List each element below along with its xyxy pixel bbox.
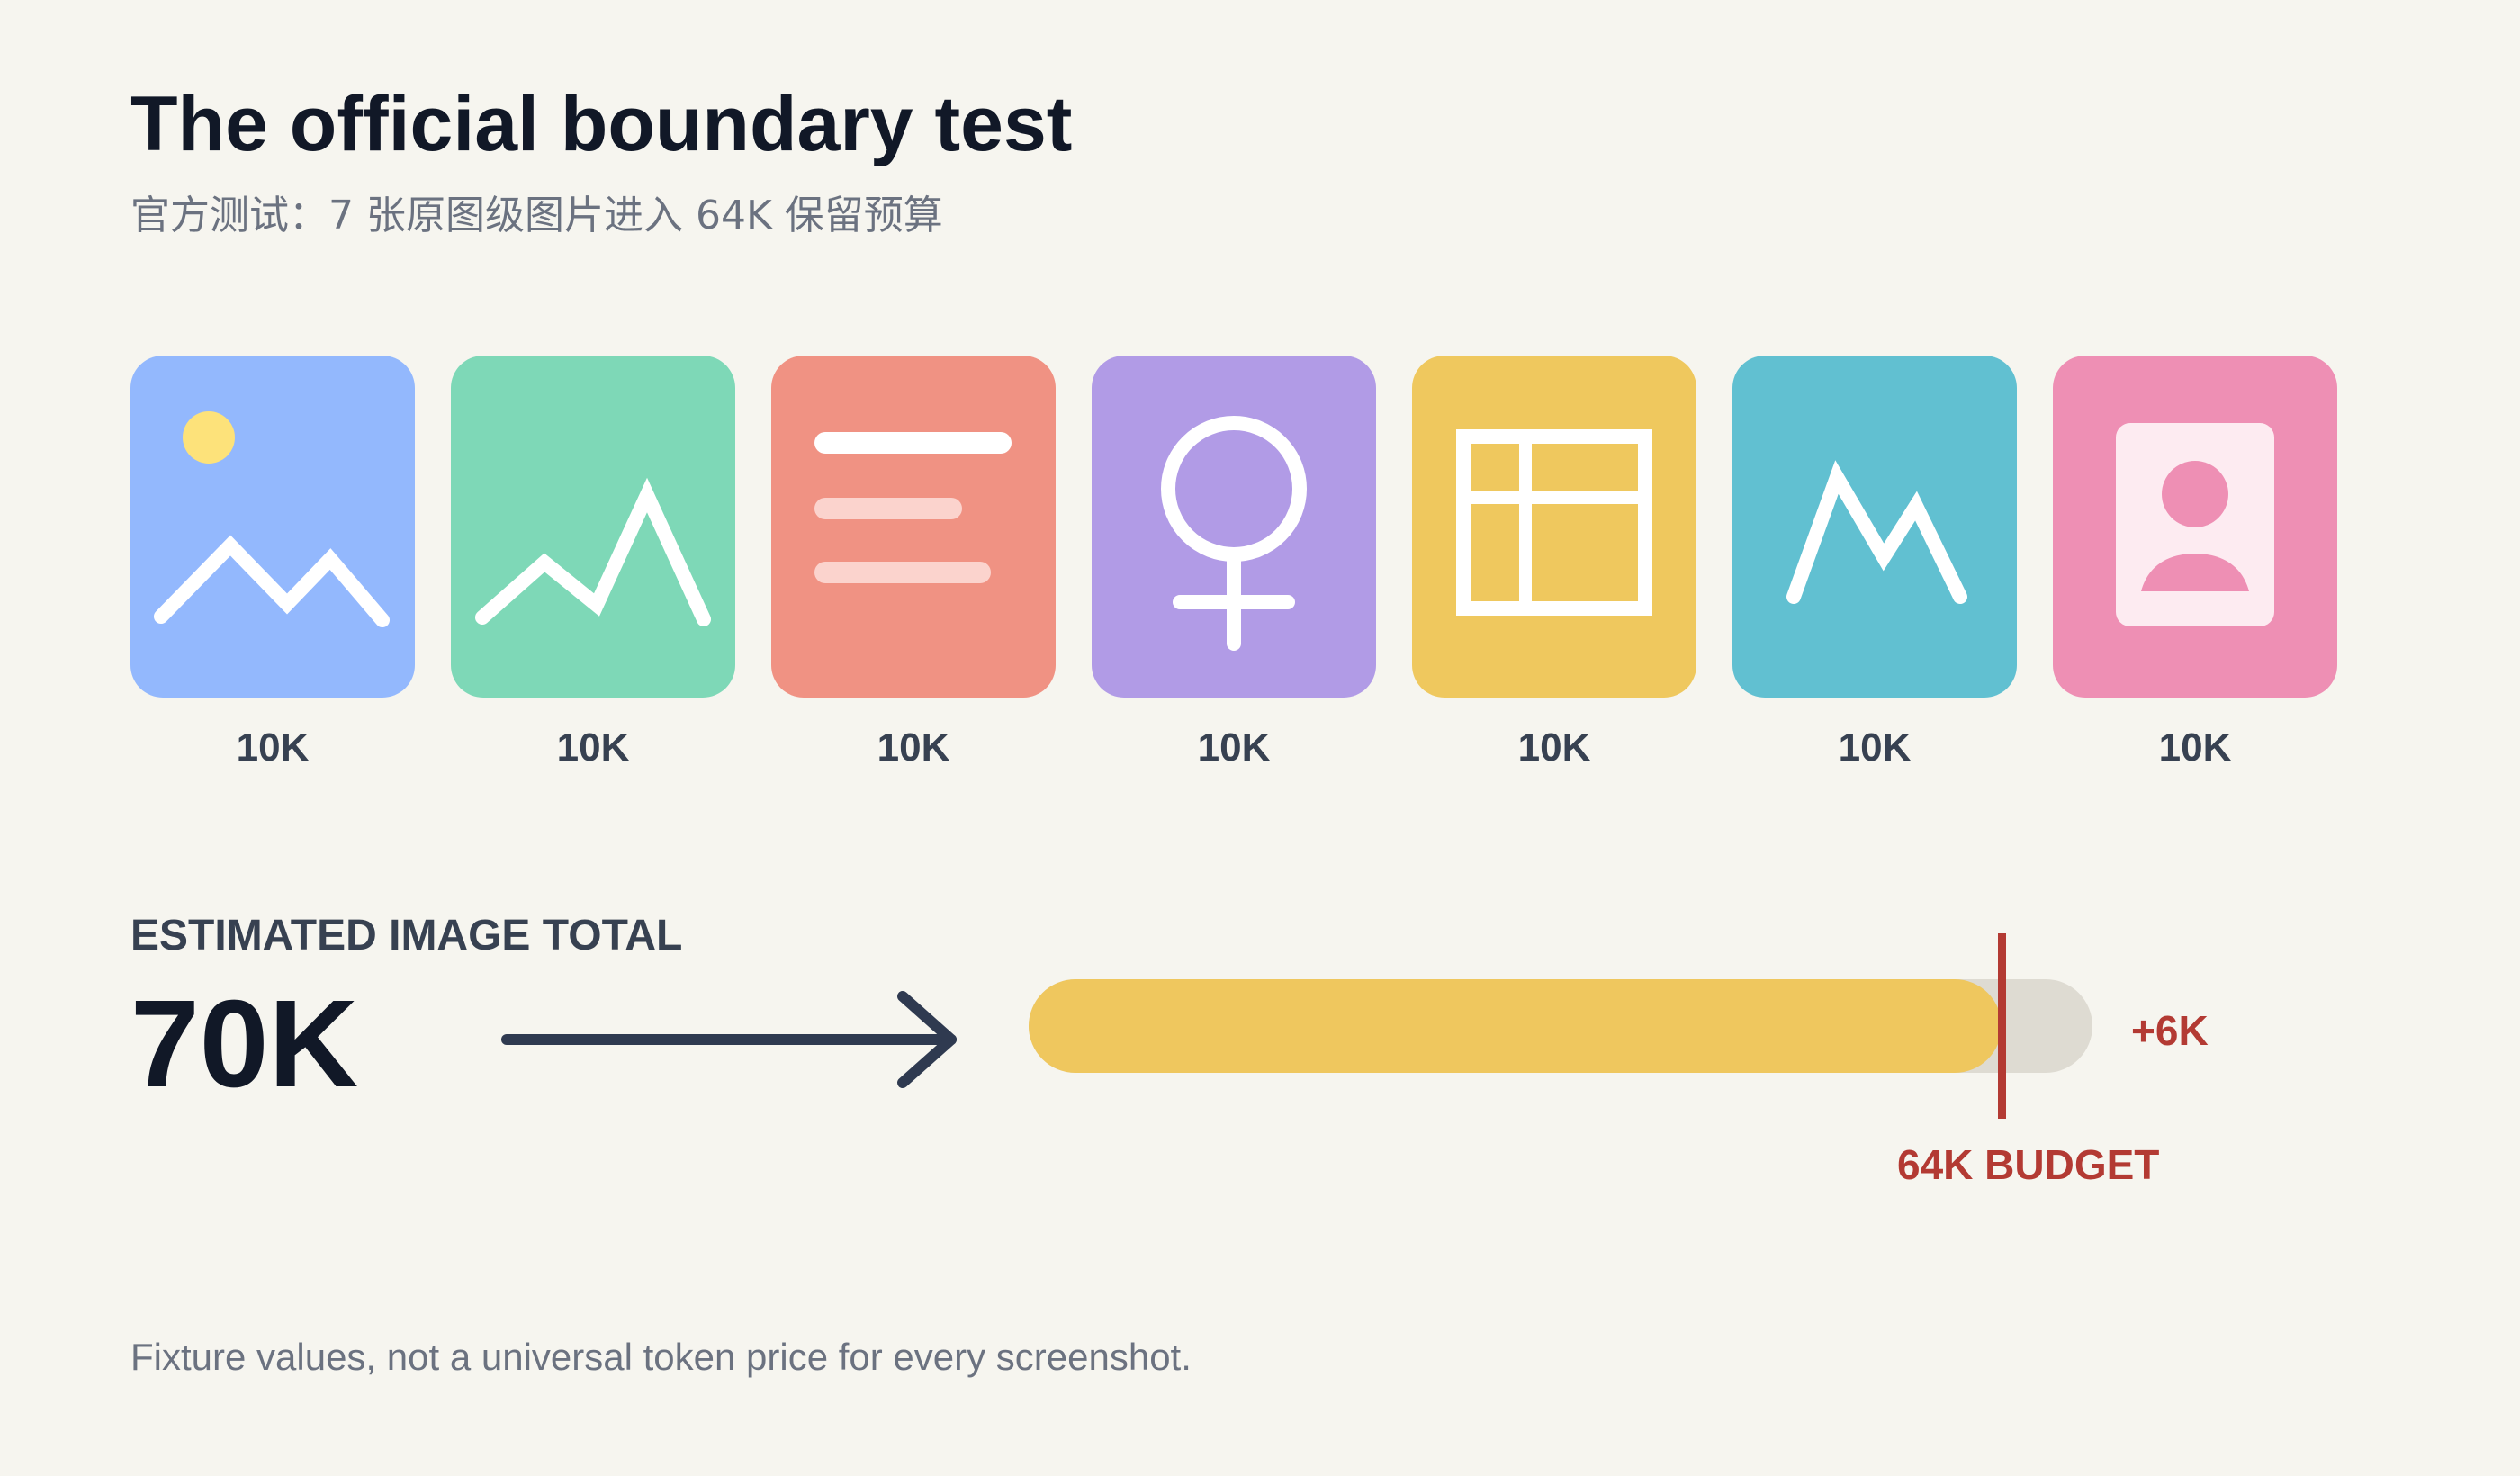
estimated-total-value: 70K (130, 975, 359, 1113)
tile-size-label: 10K (2158, 725, 2232, 770)
tile-size-label: 10K (236, 725, 310, 770)
tile-size-label: 10K (1517, 725, 1591, 770)
image-tile-5: 10K (1412, 356, 1696, 771)
tile-size-label: 10K (1838, 725, 1912, 770)
image-tile-4: 10K (1092, 356, 1376, 771)
budget-limit-label: 64K BUDGET (1897, 1141, 2160, 1188)
female-symbol-icon (1092, 356, 1376, 698)
line-chart-icon (451, 356, 735, 698)
tile-background (771, 356, 1056, 698)
landscape-photo-icon (130, 356, 415, 698)
page-title: The official boundary test (130, 81, 1073, 167)
image-tile-7: 10K (2053, 356, 2337, 771)
image-tile-6: 10K (1732, 356, 2017, 771)
tile-size-label: 10K (1197, 725, 1271, 770)
tile-background (130, 356, 415, 698)
tile-size-label: 10K (556, 725, 630, 770)
budget-limit-marker (1998, 933, 2006, 1119)
portrait-card-icon (2053, 356, 2337, 698)
document-lines-icon (771, 356, 1056, 698)
image-tiles-row: 10K 10K 10K (130, 356, 2337, 788)
image-tile-2: 10K (451, 356, 735, 771)
budget-progress-track (1029, 979, 2092, 1073)
image-tile-1: 10K (130, 356, 415, 771)
tile-background (1732, 356, 2017, 698)
tile-background (451, 356, 735, 698)
image-tile-3: 10K (771, 356, 1056, 771)
page-subtitle: 官方测试：7 张原图级图片进入 64K 保留预算 (130, 193, 943, 238)
table-grid-icon (1412, 356, 1696, 698)
tile-size-label: 10K (877, 725, 950, 770)
overage-label: +6K (2131, 1007, 2209, 1054)
budget-progress-fill (1029, 979, 2002, 1073)
tile-background (1092, 356, 1376, 698)
mountain-peaks-icon (1732, 356, 2017, 698)
estimated-total-label: ESTIMATED IMAGE TOTAL (130, 912, 683, 959)
arrow-right-icon (501, 991, 957, 1088)
tile-background (2053, 356, 2337, 698)
footnote: Fixture values, not a universal token pr… (130, 1336, 1192, 1378)
tile-background (1412, 356, 1696, 698)
